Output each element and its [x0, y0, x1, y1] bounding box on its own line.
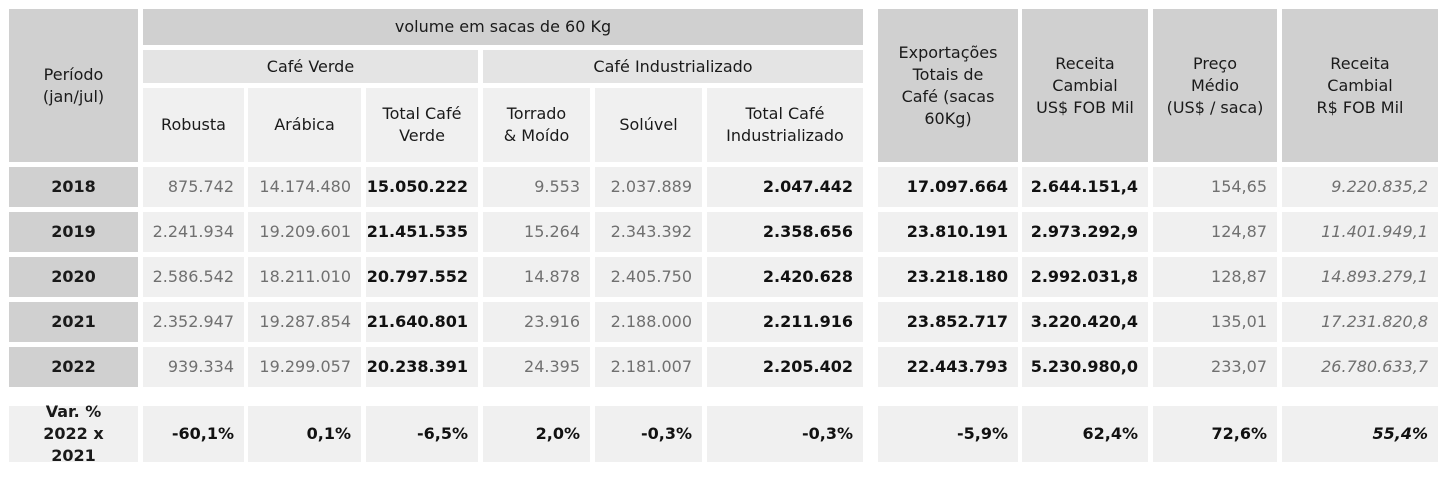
header-cafe-verde: Café Verde: [143, 50, 478, 83]
header-periodo: Período (jan/jul): [9, 9, 138, 162]
cell-preco-medio: 128,87: [1153, 257, 1277, 297]
cell-receita-usd: 5.230.980,0: [1022, 347, 1148, 387]
var-receita-usd: 62,4%: [1022, 406, 1148, 462]
var-torrado: 2,0%: [483, 406, 590, 462]
cell-total-verde: 20.797.552: [366, 257, 478, 297]
cell-receita-usd: 2.973.292,9: [1022, 212, 1148, 252]
cell-torrado: 15.264: [483, 212, 590, 252]
cell-robusta: 875.742: [143, 167, 244, 207]
cell-receita-usd: 2.644.151,4: [1022, 167, 1148, 207]
header-robusta: Robusta: [143, 88, 244, 162]
cell-receita-usd: 3.220.420,4: [1022, 302, 1148, 342]
cell-preco-medio: 124,87: [1153, 212, 1277, 252]
header-arabica: Arábica: [248, 88, 361, 162]
cell-arabica: 19.209.601: [248, 212, 361, 252]
cell-soluvel: 2.405.750: [595, 257, 702, 297]
cell-robusta: 939.334: [143, 347, 244, 387]
cell-receita-brl: 17.231.820,8: [1282, 302, 1438, 342]
header-receita-brl: Receita Cambial R$ FOB Mil: [1282, 9, 1438, 162]
cell-exportacoes: 23.852.717: [878, 302, 1018, 342]
cell-soluvel: 2.181.007: [595, 347, 702, 387]
cell-soluvel: 2.037.889: [595, 167, 702, 207]
cell-soluvel: 2.343.392: [595, 212, 702, 252]
row-year: 2022: [9, 347, 138, 387]
variation-label: Var. % 2022 x 2021: [9, 402, 138, 465]
cell-torrado: 23.916: [483, 302, 590, 342]
header-volume: volume em sacas de 60 Kg: [143, 9, 863, 45]
cell-arabica: 19.299.057: [248, 347, 361, 387]
cell-total-industrializado: 2.358.656: [707, 212, 863, 252]
header-cafe-industrializado: Café Industrializado: [483, 50, 863, 83]
cell-total-industrializado: 2.211.916: [707, 302, 863, 342]
cell-arabica: 18.211.010: [248, 257, 361, 297]
cell-robusta: 2.241.934: [143, 212, 244, 252]
cell-total-verde: 21.640.801: [366, 302, 478, 342]
cell-preco-medio: 154,65: [1153, 167, 1277, 207]
header-exportacoes: Exportações Totais de Café (sacas 60Kg): [878, 9, 1018, 162]
cell-torrado: 24.395: [483, 347, 590, 387]
cell-total-industrializado: 2.205.402: [707, 347, 863, 387]
cell-total-industrializado: 2.420.628: [707, 257, 863, 297]
cell-arabica: 14.174.480: [248, 167, 361, 207]
row-year: 2019: [9, 212, 138, 252]
cell-total-verde: 21.451.535: [366, 212, 478, 252]
cell-exportacoes: 22.443.793: [878, 347, 1018, 387]
row-year: 2021: [9, 302, 138, 342]
cell-exportacoes: 17.097.664: [878, 167, 1018, 207]
row-year: 2018: [9, 167, 138, 207]
cell-total-industrializado: 2.047.442: [707, 167, 863, 207]
cell-exportacoes: 23.810.191: [878, 212, 1018, 252]
cell-total-verde: 20.238.391: [366, 347, 478, 387]
var-receita-brl: 55,4%: [1282, 406, 1438, 462]
cell-receita-usd: 2.992.031,8: [1022, 257, 1148, 297]
header-preco-medio: Preço Médio (US$ / saca): [1153, 9, 1277, 162]
header-total-industrializado: Total Café Industrializado: [707, 88, 863, 162]
header-soluvel: Solúvel: [595, 88, 702, 162]
var-robusta: -60,1%: [143, 406, 244, 462]
cell-robusta: 2.586.542: [143, 257, 244, 297]
var-total-industrializado: -0,3%: [707, 406, 863, 462]
header-receita-usd: Receita Cambial US$ FOB Mil: [1022, 9, 1148, 162]
cell-receita-brl: 11.401.949,1: [1282, 212, 1438, 252]
header-torrado: Torrado & Moído: [483, 88, 590, 162]
cell-robusta: 2.352.947: [143, 302, 244, 342]
cell-preco-medio: 233,07: [1153, 347, 1277, 387]
cell-total-verde: 15.050.222: [366, 167, 478, 207]
row-year: 2020: [9, 257, 138, 297]
cell-exportacoes: 23.218.180: [878, 257, 1018, 297]
cell-torrado: 14.878: [483, 257, 590, 297]
var-exportacoes: -5,9%: [878, 406, 1018, 462]
cell-preco-medio: 135,01: [1153, 302, 1277, 342]
var-soluvel: -0,3%: [595, 406, 702, 462]
cell-receita-brl: 14.893.279,1: [1282, 257, 1438, 297]
cell-receita-brl: 26.780.633,7: [1282, 347, 1438, 387]
header-total-verde: Total Café Verde: [366, 88, 478, 162]
var-preco-medio: 72,6%: [1153, 406, 1277, 462]
cell-arabica: 19.287.854: [248, 302, 361, 342]
cell-soluvel: 2.188.000: [595, 302, 702, 342]
cell-torrado: 9.553: [483, 167, 590, 207]
cell-receita-brl: 9.220.835,2: [1282, 167, 1438, 207]
var-total-verde: -6,5%: [366, 406, 478, 462]
var-arabica: 0,1%: [248, 406, 361, 462]
